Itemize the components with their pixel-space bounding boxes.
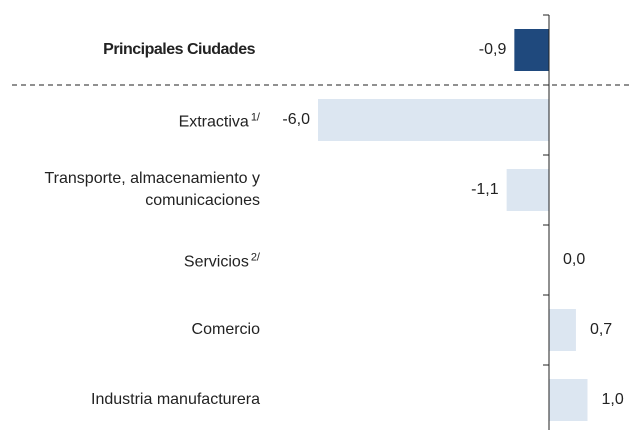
bar bbox=[506, 169, 549, 211]
category-label: Extractiva 1/ bbox=[5, 106, 260, 133]
value-label: 1,0 bbox=[602, 391, 624, 408]
category-text: Industria manufacturera bbox=[91, 391, 260, 408]
category-label: Principales Ciudades bbox=[5, 39, 255, 61]
category-label: Transporte, almacenamiento y comunicacio… bbox=[5, 168, 260, 212]
category-text: Extractiva bbox=[178, 113, 249, 131]
value-label: -1,1 bbox=[471, 181, 499, 198]
footnote-mark: 1/ bbox=[250, 111, 260, 124]
footnote-mark: 2/ bbox=[250, 251, 260, 264]
category-label: Comercio bbox=[5, 319, 260, 341]
bar bbox=[549, 309, 576, 351]
bar bbox=[318, 99, 549, 141]
category-text: Servicios bbox=[183, 253, 249, 271]
bar bbox=[549, 379, 588, 421]
value-label: 0,0 bbox=[563, 251, 585, 268]
category-text: Transporte, almacenamiento y comunicacio… bbox=[44, 170, 260, 209]
bar bbox=[514, 29, 549, 71]
value-label: -0,9 bbox=[479, 41, 507, 58]
category-text: Comercio bbox=[191, 321, 260, 338]
category-label: Industria manufacturera bbox=[5, 389, 260, 411]
category-label: Servicios 2/ bbox=[5, 246, 260, 273]
value-label: -6,0 bbox=[282, 111, 310, 128]
value-label: 0,7 bbox=[590, 321, 612, 338]
category-text: Principales Ciudades bbox=[103, 41, 255, 58]
